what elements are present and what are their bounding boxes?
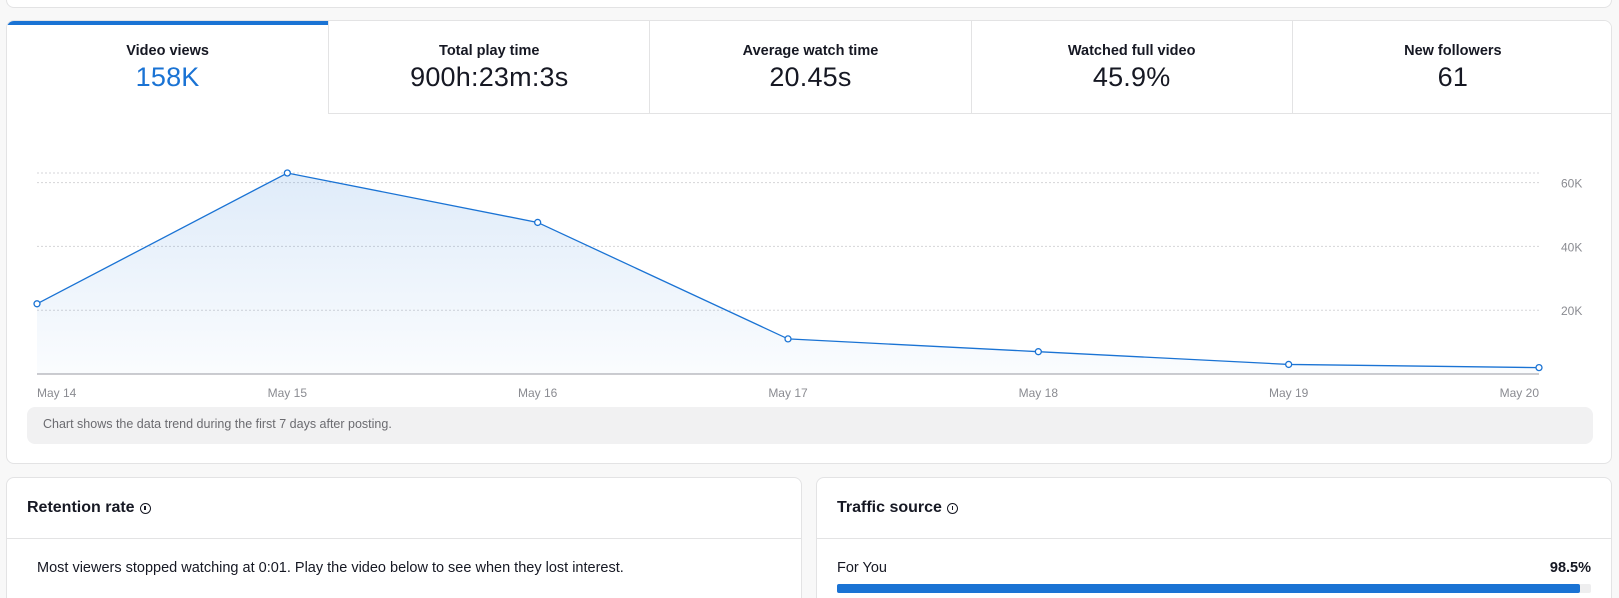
x-tick-label: May 14 bbox=[37, 386, 77, 400]
tab-label: Total play time bbox=[439, 43, 540, 59]
retention-header: Retention rate bbox=[7, 478, 801, 539]
traffic-source-value: 98.5% bbox=[1549, 560, 1591, 576]
y-tick-label: 20K bbox=[1561, 304, 1582, 318]
tab-label: Video views bbox=[126, 43, 209, 59]
tab-label: Average watch time bbox=[742, 43, 879, 59]
tab-label: New followers bbox=[1404, 43, 1502, 59]
chart-note: Chart shows the data trend during the fi… bbox=[27, 407, 1593, 444]
top-card-edge bbox=[6, 0, 1612, 8]
retention-title: Retention rate bbox=[27, 499, 135, 516]
data-point bbox=[33, 300, 41, 308]
retention-card: Retention rate Most viewers stopped watc… bbox=[6, 477, 802, 598]
data-point bbox=[283, 169, 291, 177]
traffic-source-title: Traffic source bbox=[837, 499, 942, 516]
traffic-source-header: Traffic source bbox=[817, 478, 1611, 539]
x-tick-label: May 18 bbox=[1019, 386, 1059, 400]
traffic-source-bar-fill bbox=[837, 584, 1580, 593]
views-chart-svg: May 14 May 15 May 16 May 17 May 18 May 19 May … bbox=[33, 169, 1582, 400]
traffic-source-label: For You bbox=[837, 560, 887, 576]
tab-average-watch-time[interactable]: Average watch time 20.45s bbox=[649, 21, 971, 114]
x-tick-label: May 16 bbox=[518, 386, 558, 400]
tab-value: 61 bbox=[1437, 62, 1469, 92]
x-tick-label: May 20 bbox=[1500, 386, 1540, 400]
data-point bbox=[1034, 348, 1042, 356]
tab-value: 45.9% bbox=[1092, 62, 1171, 92]
traffic-source-row: For You 98.5% bbox=[817, 539, 1611, 593]
info-icon[interactable] bbox=[946, 502, 958, 514]
tab-video-views[interactable]: Video views 158K bbox=[7, 21, 329, 114]
tab-watched-full-video[interactable]: Watched full video 45.9% bbox=[970, 21, 1292, 114]
metric-tabs: Video views 158K Total play time 900h:23… bbox=[7, 21, 1611, 114]
data-point bbox=[784, 335, 792, 343]
x-tick-label: May 19 bbox=[1269, 386, 1309, 400]
x-tick-label: May 15 bbox=[268, 386, 308, 400]
tab-new-followers[interactable]: New followers 61 bbox=[1291, 21, 1611, 114]
y-tick-label: 60K bbox=[1561, 177, 1582, 191]
tab-value: 20.45s bbox=[769, 62, 852, 92]
video-views-card: Video views 158K Total play time 900h:23… bbox=[6, 20, 1612, 464]
retention-description: Most viewers stopped watching at 0:01. P… bbox=[37, 560, 624, 576]
tab-value: 158K bbox=[135, 62, 200, 92]
data-point bbox=[1535, 363, 1543, 372]
views-chart: May 14 May 15 May 16 May 17 May 18 May 19 May … bbox=[7, 114, 1611, 414]
info-icon[interactable] bbox=[139, 502, 151, 514]
traffic-source-card: Traffic source For You 98.5% bbox=[816, 477, 1612, 598]
data-point bbox=[1285, 360, 1293, 369]
tab-label: Watched full video bbox=[1067, 43, 1196, 59]
data-point bbox=[534, 218, 542, 227]
tab-total-play-time[interactable]: Total play time 900h:23m:3s bbox=[328, 21, 650, 114]
y-tick-label: 40K bbox=[1561, 240, 1582, 254]
tab-value: 900h:23m:3s bbox=[410, 62, 569, 92]
x-tick-label: May 17 bbox=[768, 386, 808, 400]
area-fill bbox=[37, 173, 1539, 374]
traffic-source-bar-track bbox=[837, 584, 1591, 593]
